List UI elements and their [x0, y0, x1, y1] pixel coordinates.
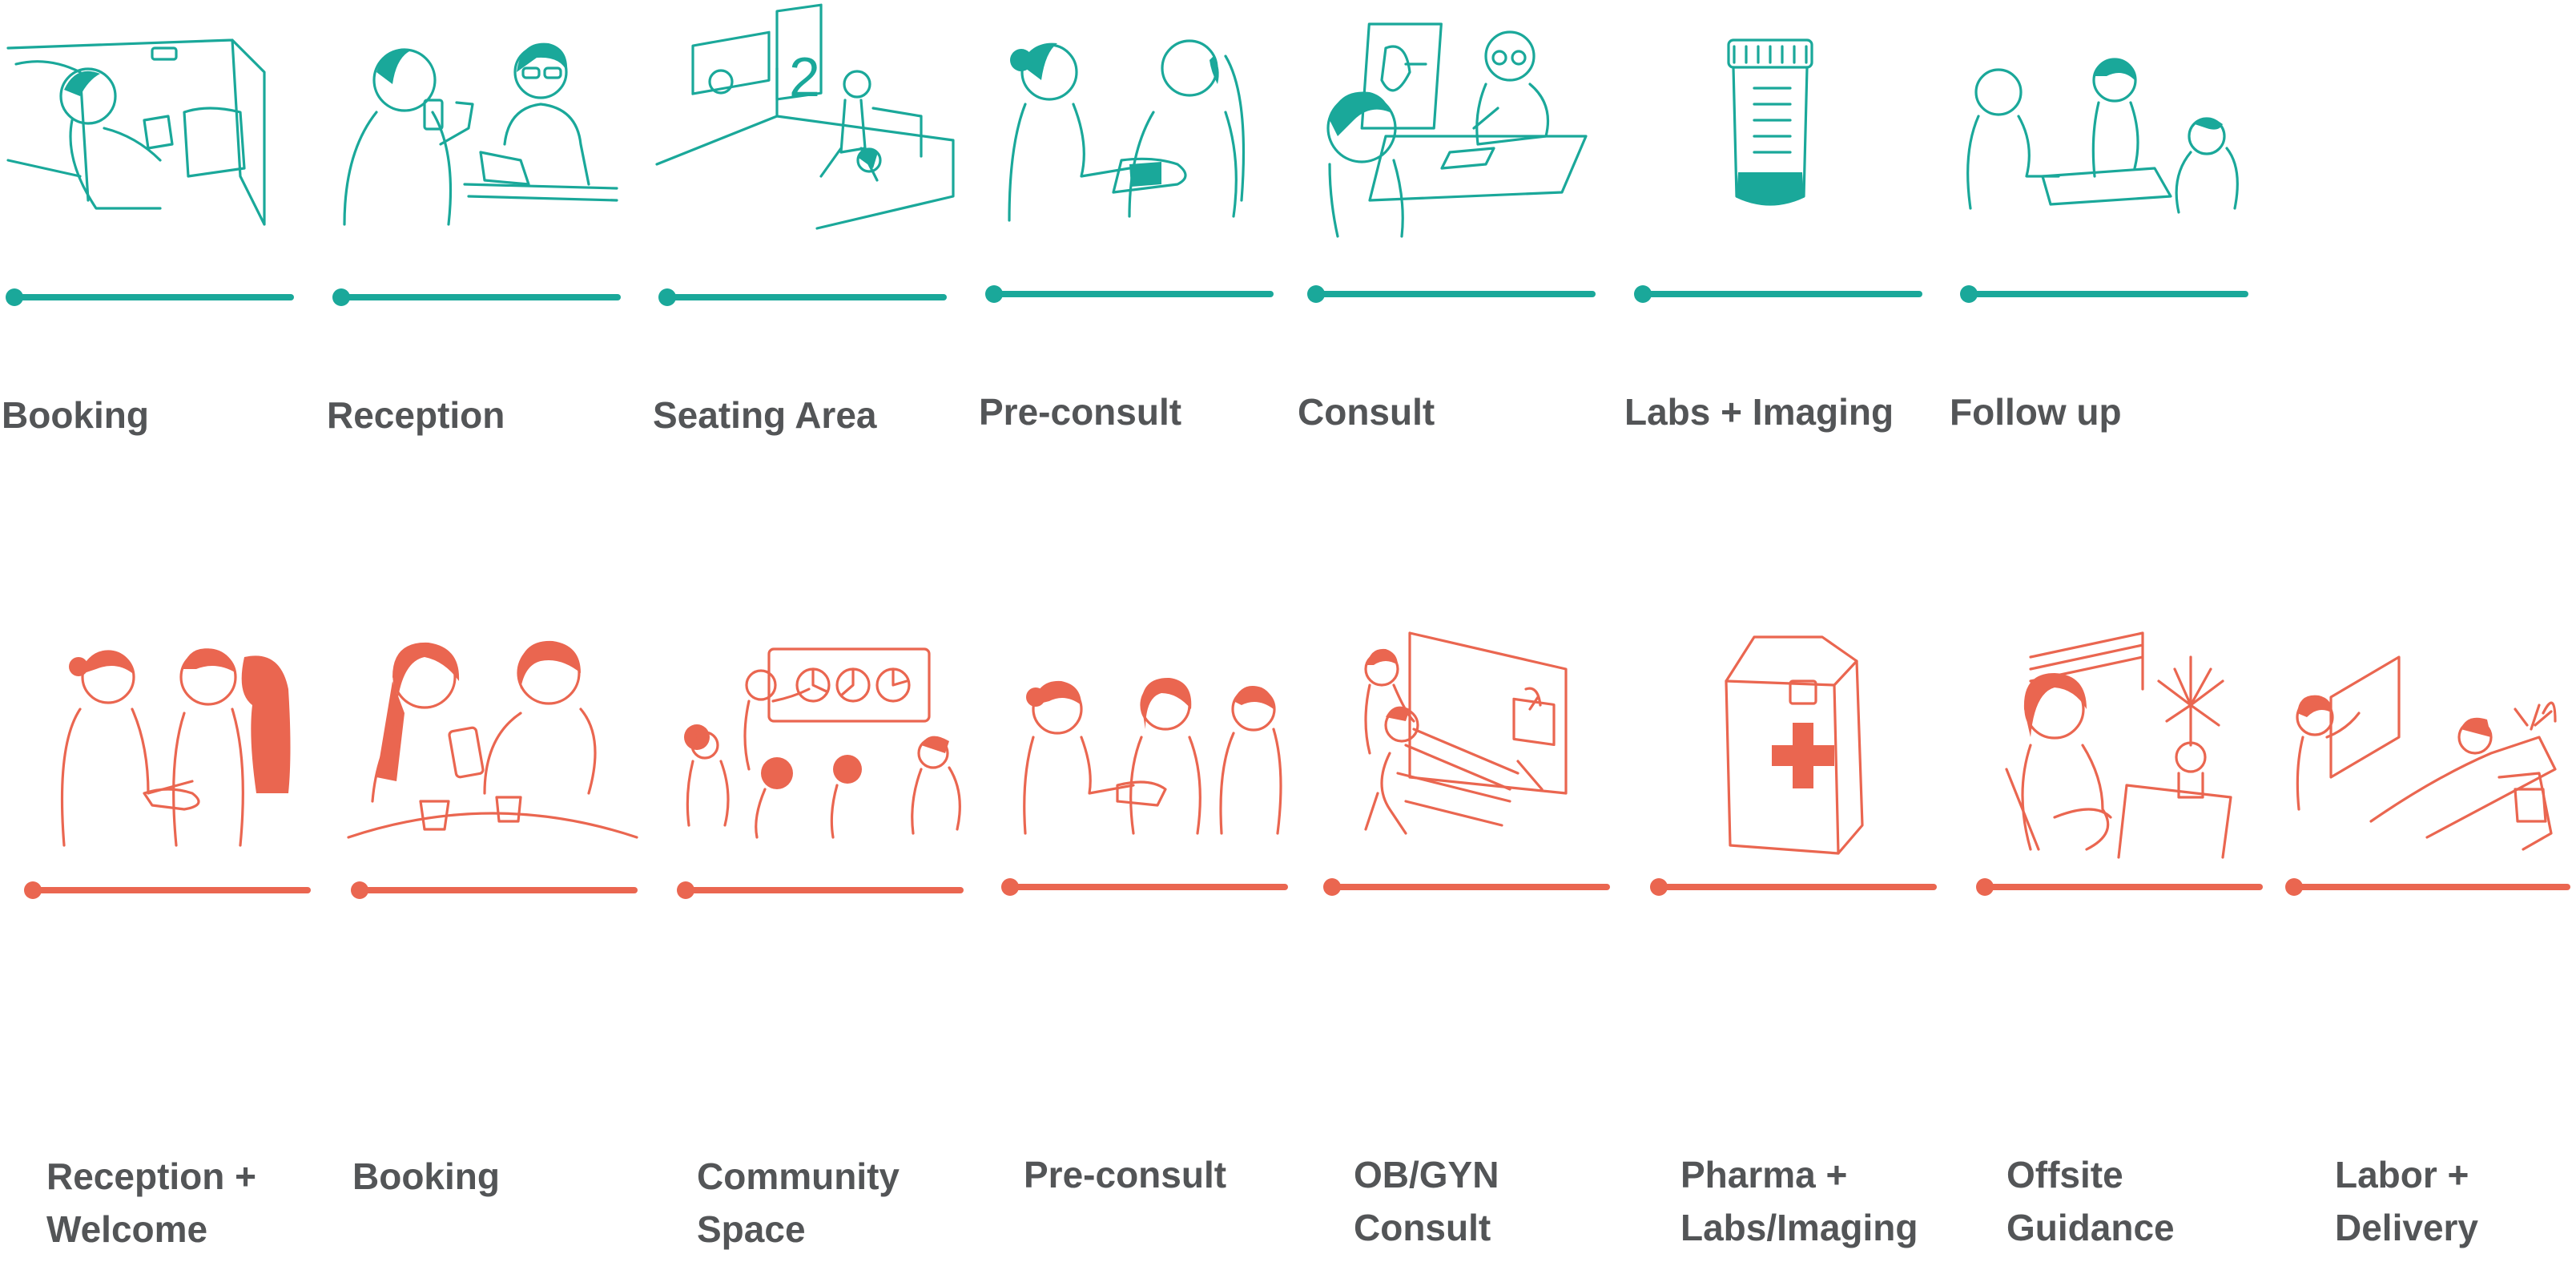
timeline-track [1650, 878, 1937, 896]
timeline-track [2285, 878, 2570, 896]
step-label: Reception [327, 394, 505, 436]
car-phone-booking-icon [0, 16, 272, 232]
svg-text:2: 2 [789, 46, 820, 108]
ultrasound-consult-icon [1358, 631, 1574, 849]
waiting-room-icon: 2 [655, 3, 955, 236]
step-label: Pharma + Labs/Imaging [1680, 1154, 1918, 1248]
nurse-checkup-icon [1013, 673, 1286, 841]
community-class-icon [673, 641, 969, 841]
step-label: Consult [1298, 391, 1435, 433]
step-label: Community Space [697, 1155, 900, 1250]
step-label: OB/GYN Consult [1354, 1154, 1499, 1248]
timeline-dot [1307, 285, 1325, 303]
step-label: Follow up [1950, 391, 2122, 433]
bottom-journey: Reception + Welcome Booking Community Sp… [0, 609, 2576, 1262]
step-label: Reception + Welcome [46, 1155, 257, 1250]
timeline-dot [24, 881, 42, 899]
timeline-dot [1960, 285, 1978, 303]
step-label: Seating Area [653, 394, 877, 436]
timeline-track [1960, 285, 2248, 303]
timeline-track [1976, 878, 2263, 896]
step-label: Pre-consult [979, 391, 1182, 433]
doctor-consult-icon [1314, 16, 1594, 240]
step-label: Pre-consult [1024, 1154, 1227, 1195]
timeline-dot [658, 288, 676, 306]
timeline-dot [1650, 878, 1668, 896]
timeline-dot [1001, 878, 1019, 896]
timeline-dot [1634, 285, 1652, 303]
home-rest-icon [2005, 625, 2239, 859]
timeline-track [332, 288, 621, 306]
timeline-dot [2285, 878, 2303, 896]
timeline-track [1001, 878, 1288, 896]
hospital-bed-icon [2291, 649, 2571, 857]
timeline-dot [351, 881, 368, 899]
step-label: Labor + Delivery [2335, 1154, 2479, 1248]
timeline-track [351, 881, 638, 899]
timeline-track [6, 288, 294, 306]
timeline-track [677, 881, 964, 899]
timeline-dot [677, 881, 694, 899]
nurse-blood-pressure-icon [993, 24, 1250, 232]
timeline-dot [1976, 878, 1994, 896]
timeline-track [658, 288, 947, 306]
follow-up-meeting-icon [1954, 56, 2243, 216]
reception-desk-icon [328, 24, 618, 232]
timeline-track [1307, 285, 1596, 303]
timeline-track [1323, 878, 1610, 896]
pharmacy-bag-icon [1714, 633, 1866, 857]
timeline-dot [985, 285, 1003, 303]
step-label: Booking [2, 394, 149, 436]
timeline-dot [1323, 878, 1341, 896]
timeline-dot [332, 288, 350, 306]
step-label: Booking [352, 1155, 500, 1197]
step-label: Labs + Imaging [1624, 391, 1894, 433]
timeline-track [24, 881, 311, 899]
timeline-dot [6, 288, 23, 306]
step-label: Offsite Guidance [2006, 1154, 2175, 1248]
timeline-track [1634, 285, 1922, 303]
booking-conversation-icon [347, 633, 638, 849]
specimen-jar-icon [1714, 32, 1826, 216]
top-journey: 2 [0, 0, 2576, 449]
timeline-track [985, 285, 1274, 303]
welcome-greeting-icon [32, 633, 304, 849]
